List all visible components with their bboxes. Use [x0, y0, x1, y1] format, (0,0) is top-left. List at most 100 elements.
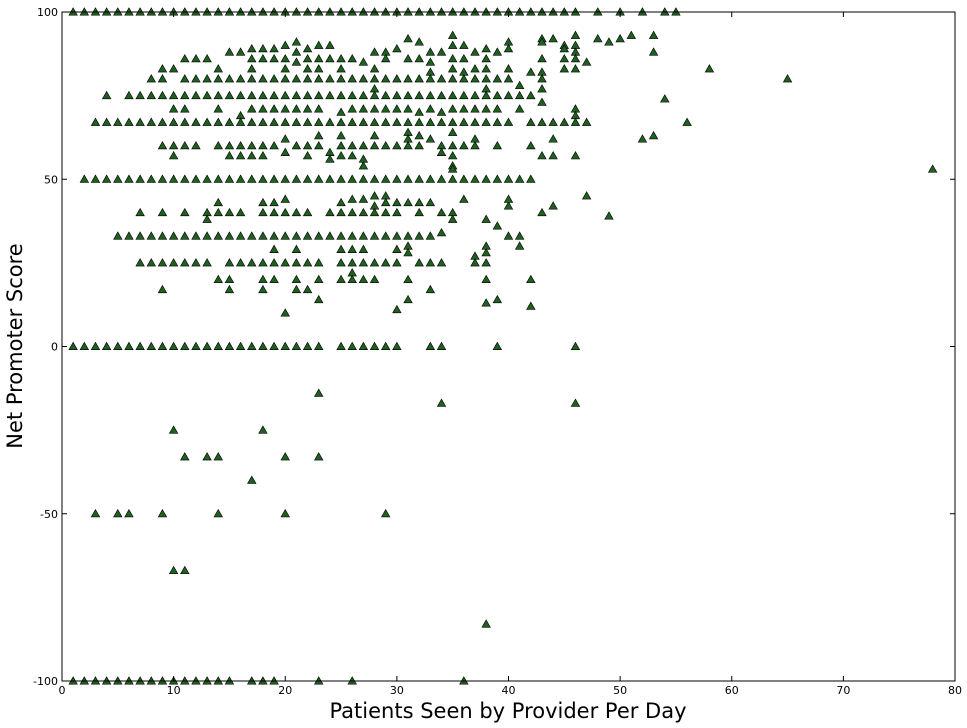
data-point	[414, 174, 424, 183]
data-point	[302, 117, 313, 126]
data-point	[615, 33, 625, 43]
data-point	[101, 341, 112, 350]
data-point	[325, 40, 335, 49]
data-point	[380, 341, 391, 350]
data-point	[302, 90, 313, 100]
data-point	[436, 258, 447, 267]
data-point	[291, 231, 302, 240]
data-point	[403, 174, 413, 183]
data-point	[157, 90, 168, 100]
data-point	[180, 90, 190, 100]
data-point	[503, 231, 514, 240]
data-point	[526, 140, 536, 150]
data-point	[325, 154, 335, 163]
data-point	[447, 7, 458, 16]
data-point	[291, 104, 302, 113]
data-point	[369, 104, 380, 113]
data-point	[113, 117, 123, 126]
data-point	[269, 341, 279, 350]
data-point	[470, 90, 480, 100]
data-point	[492, 117, 503, 126]
data-point	[146, 231, 157, 240]
data-point	[180, 104, 190, 113]
data-point	[492, 7, 503, 16]
data-point	[380, 90, 391, 100]
data-point	[325, 231, 335, 240]
data-point	[157, 284, 168, 294]
data-point	[459, 7, 469, 16]
data-point	[146, 7, 157, 16]
data-point	[314, 54, 324, 63]
data-point	[414, 54, 424, 63]
data-point	[191, 7, 201, 16]
x-axis-title: Patients Seen by Provider Per Day	[329, 699, 686, 723]
data-point	[224, 274, 235, 284]
data-point	[213, 197, 223, 207]
data-point	[280, 258, 290, 267]
data-point	[124, 676, 134, 685]
data-point	[336, 74, 346, 83]
data-point	[336, 90, 346, 100]
data-point	[514, 104, 525, 113]
data-point	[481, 43, 491, 53]
data-point	[302, 341, 313, 350]
data-point	[235, 7, 246, 16]
data-point	[459, 74, 469, 83]
data-point	[347, 341, 357, 350]
data-point	[213, 508, 223, 518]
data-point	[570, 7, 581, 16]
data-point	[369, 207, 380, 217]
data-point	[258, 7, 268, 16]
data-point	[369, 231, 380, 240]
data-point	[247, 475, 257, 484]
data-point	[403, 294, 413, 304]
data-point	[392, 244, 402, 253]
data-point	[213, 7, 223, 16]
data-point	[380, 104, 391, 113]
data-point	[481, 248, 491, 257]
data-point	[302, 231, 313, 240]
data-point	[168, 64, 179, 73]
data-point	[247, 231, 257, 240]
data-point	[247, 174, 257, 183]
data-point	[492, 47, 503, 56]
data-point	[224, 341, 235, 350]
data-point	[224, 231, 235, 240]
data-point	[459, 194, 469, 203]
data-point	[269, 7, 279, 16]
data-point	[347, 244, 357, 253]
data-point	[526, 117, 536, 126]
data-point	[369, 74, 380, 83]
data-point	[213, 452, 223, 461]
data-point	[470, 74, 480, 83]
data-point	[470, 117, 480, 126]
data-point	[526, 7, 536, 16]
data-point	[503, 90, 514, 100]
data-point	[157, 174, 168, 183]
data-point	[291, 117, 302, 126]
data-point	[224, 284, 235, 294]
data-point	[213, 64, 223, 73]
data-point	[514, 231, 525, 240]
data-point	[392, 140, 402, 150]
data-point	[168, 258, 179, 267]
data-point	[325, 174, 335, 183]
data-point	[358, 90, 369, 100]
data-point	[314, 452, 324, 461]
data-point	[269, 43, 279, 53]
data-point	[336, 7, 346, 16]
data-point	[258, 174, 268, 183]
data-point	[291, 244, 302, 253]
data-point	[514, 7, 525, 16]
data-point	[124, 117, 134, 126]
data-point	[447, 30, 458, 39]
data-point	[447, 104, 458, 113]
data-point	[537, 207, 547, 217]
data-point	[291, 37, 302, 46]
data-point	[191, 54, 201, 63]
data-point	[302, 43, 313, 53]
data-point	[358, 140, 369, 150]
data-point	[247, 74, 257, 83]
data-point	[425, 57, 436, 66]
data-point	[247, 676, 257, 685]
